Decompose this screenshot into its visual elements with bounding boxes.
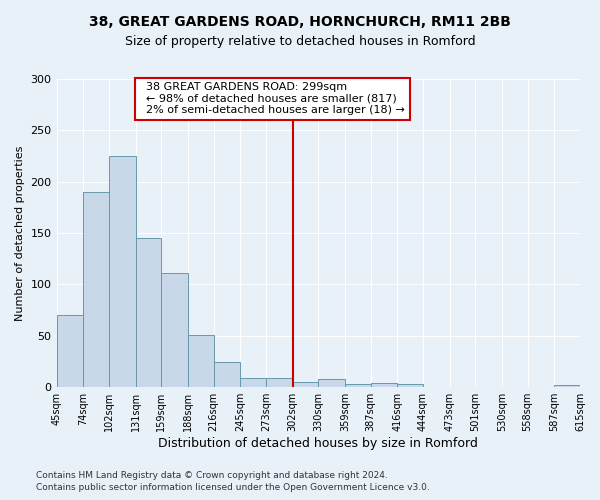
- Bar: [345, 384, 371, 387]
- Bar: [136, 238, 161, 387]
- Bar: [397, 384, 423, 387]
- Bar: [266, 378, 293, 387]
- Bar: [83, 192, 109, 387]
- Text: Size of property relative to detached houses in Romford: Size of property relative to detached ho…: [125, 35, 475, 48]
- X-axis label: Distribution of detached houses by size in Romford: Distribution of detached houses by size …: [158, 437, 478, 450]
- Bar: [161, 273, 188, 387]
- Bar: [214, 362, 240, 387]
- Y-axis label: Number of detached properties: Number of detached properties: [15, 146, 25, 321]
- Bar: [56, 316, 83, 387]
- Bar: [240, 378, 266, 387]
- Bar: [318, 379, 345, 387]
- Text: Contains public sector information licensed under the Open Government Licence v3: Contains public sector information licen…: [36, 484, 430, 492]
- Text: 38, GREAT GARDENS ROAD, HORNCHURCH, RM11 2BB: 38, GREAT GARDENS ROAD, HORNCHURCH, RM11…: [89, 15, 511, 29]
- Bar: [188, 335, 214, 387]
- Bar: [109, 156, 136, 387]
- Bar: [554, 385, 580, 387]
- Bar: [371, 383, 397, 387]
- Text: 38 GREAT GARDENS ROAD: 299sqm
  ← 98% of detached houses are smaller (817)
  2% : 38 GREAT GARDENS ROAD: 299sqm ← 98% of d…: [139, 82, 405, 116]
- Text: Contains HM Land Registry data © Crown copyright and database right 2024.: Contains HM Land Registry data © Crown c…: [36, 471, 388, 480]
- Bar: [293, 382, 318, 387]
